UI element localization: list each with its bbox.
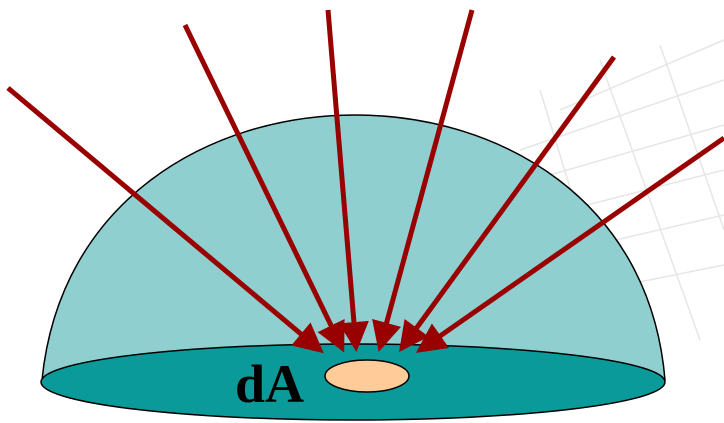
ray <box>182 23 345 353</box>
ray <box>415 135 724 353</box>
ray <box>6 86 324 354</box>
ray <box>399 55 617 353</box>
area-label: dA <box>235 354 304 414</box>
area-element <box>324 359 410 393</box>
ray <box>372 9 475 352</box>
rays <box>6 9 724 354</box>
hemisphere <box>41 114 666 381</box>
ray <box>325 9 369 352</box>
